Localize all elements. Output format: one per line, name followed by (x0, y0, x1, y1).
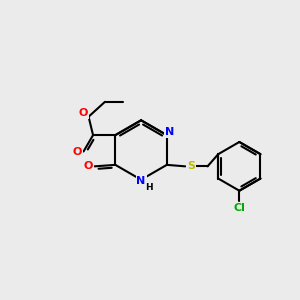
Text: H: H (146, 183, 153, 192)
Text: N: N (165, 127, 174, 137)
Text: Cl: Cl (233, 203, 245, 213)
Text: O: O (73, 147, 82, 157)
Text: O: O (79, 108, 88, 118)
Text: O: O (83, 161, 93, 171)
Text: S: S (187, 161, 195, 171)
Text: N: N (136, 176, 146, 186)
